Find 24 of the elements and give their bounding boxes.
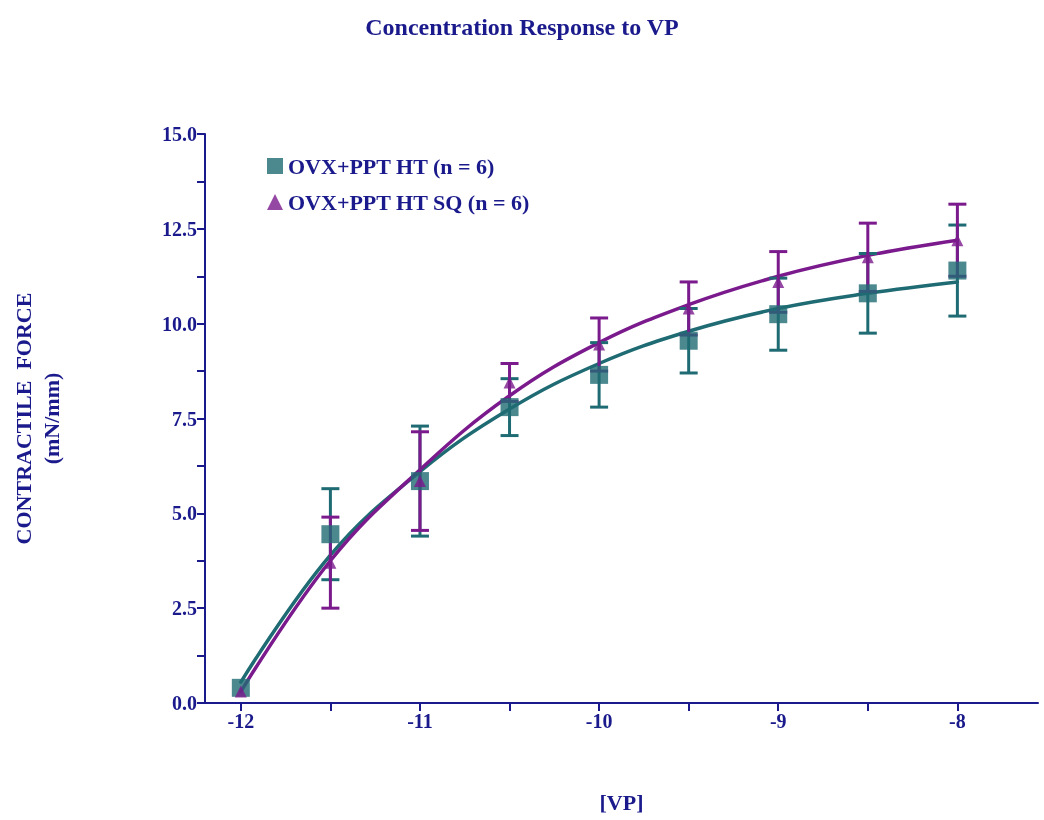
x-tick-label: -12 — [227, 710, 255, 732]
legend-label: OVX+PPT HT SQ (n = 6) — [288, 189, 530, 215]
y-tick-label: 15.0 — [162, 123, 197, 145]
point — [769, 305, 788, 324]
legend-label: OVX+PPT HT (n = 6) — [288, 153, 495, 179]
y-tick-label: 10.0 — [162, 312, 197, 335]
y-tick-label: 7.5 — [172, 407, 197, 430]
point — [500, 398, 519, 417]
x-tick-label: -8 — [949, 710, 966, 732]
y-tick-label: 5.0 — [172, 502, 197, 525]
x-axis-title: [VP] — [599, 789, 644, 815]
y-axis-title: CONTRACTILE FORCE (mN/mm) — [10, 292, 64, 545]
point — [948, 261, 967, 280]
chart-title: Concentration Response to VP — [365, 14, 679, 40]
point — [858, 284, 877, 303]
x-tick-label: -9 — [769, 710, 787, 732]
point — [590, 365, 609, 384]
x-tick-label: -10 — [585, 710, 613, 732]
y-tick-label: 2.5 — [172, 597, 197, 620]
point — [321, 525, 340, 544]
y-tick-label: 12.5 — [162, 217, 197, 240]
x-tick-label: -11 — [407, 710, 433, 732]
y-tick-label: 0.0 — [172, 692, 197, 714]
point — [679, 331, 698, 350]
